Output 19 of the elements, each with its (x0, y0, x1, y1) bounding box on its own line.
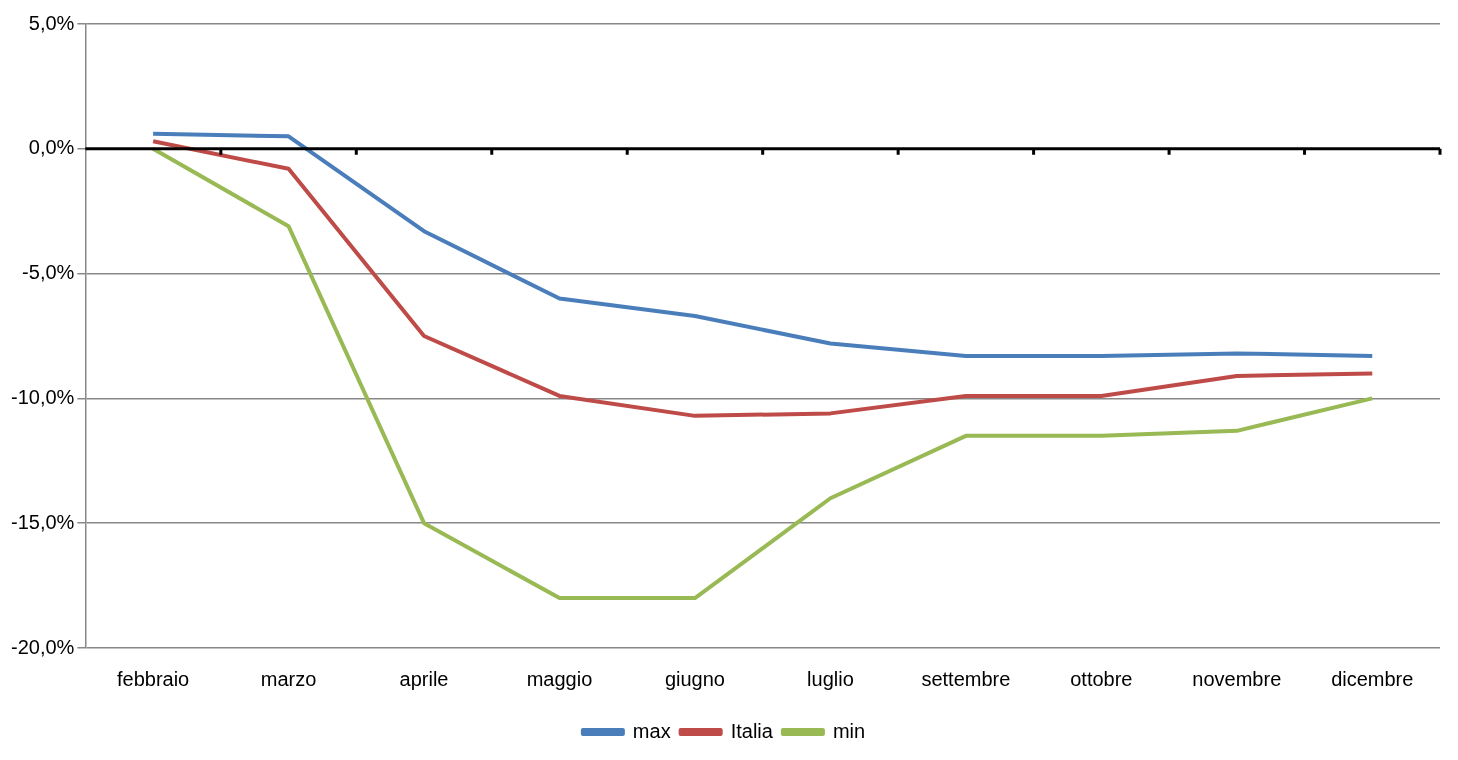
x-tick-label: aprile (399, 667, 449, 690)
x-tick-label: settembre (921, 667, 1011, 690)
y-tick-label: -10,0% (10, 385, 75, 408)
y-tick-label: -20,0% (10, 635, 75, 658)
y-tick-label: -5,0% (22, 261, 75, 284)
x-tick-label: marzo (260, 667, 317, 690)
y-tick-label: -15,0% (10, 510, 75, 533)
y-tick-label: 5,0% (28, 11, 75, 34)
x-tick-label: novembre (1192, 667, 1282, 690)
x-tick-label: giugno (664, 667, 725, 690)
x-tick-label: maggio (526, 667, 593, 690)
x-tick-label: dicembre (1331, 667, 1414, 690)
legend-label: min (832, 719, 866, 742)
x-tick-label: ottobre (1070, 667, 1133, 690)
y-tick-label: 0,0% (28, 136, 75, 159)
x-tick-label: luglio (807, 667, 854, 690)
x-tick-label: febbraio (116, 667, 190, 690)
legend-label: max (632, 719, 671, 742)
legend-label: Italia (730, 719, 774, 742)
